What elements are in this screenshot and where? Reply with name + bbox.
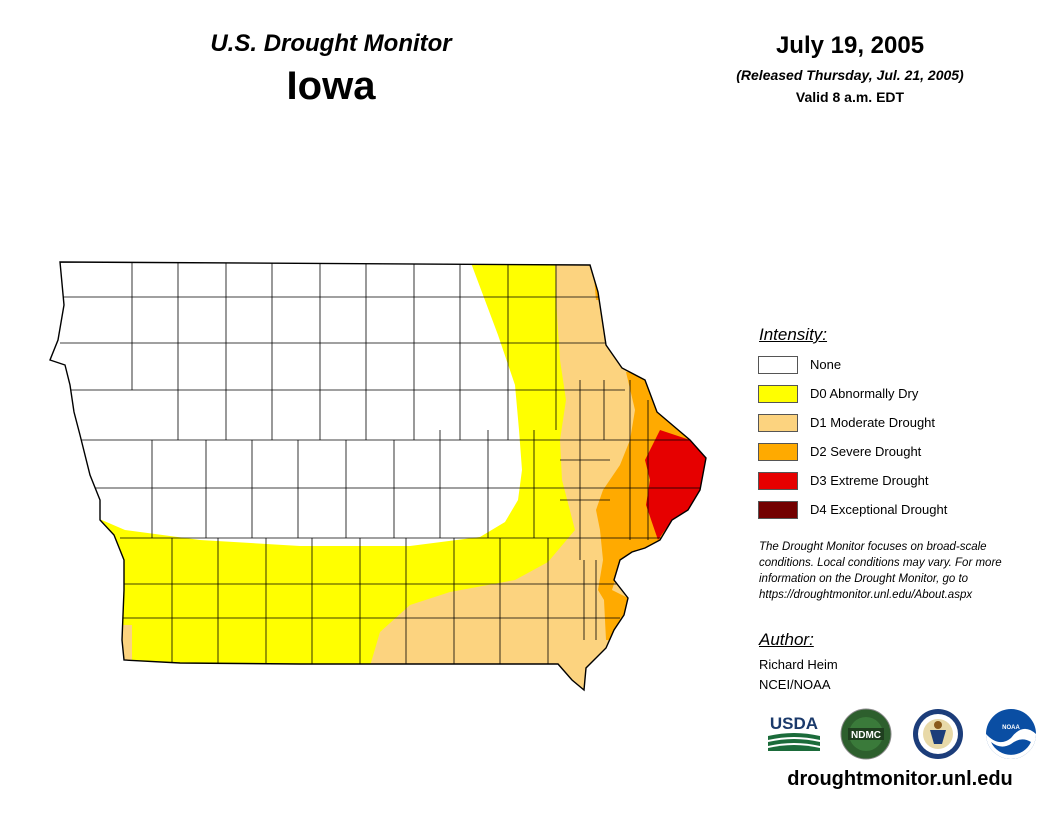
legend-swatch [758,501,798,519]
ndmc-logo: NDMC [840,708,892,760]
noaa-logo: NOAA [986,709,1036,759]
author-name: Richard Heim [759,657,838,672]
county-boundaries [60,262,700,664]
legend-label: None [810,357,842,372]
usda-logo: USDA [768,714,820,751]
legend-label: D3 Extreme Drought [810,473,929,488]
valid-time: Valid 8 a.m. EDT [795,89,905,105]
legend-swatch [758,443,798,461]
author-org: NCEI/NOAA [759,677,831,692]
iowa-drought-map [49,261,707,692]
legend-swatch [758,472,798,490]
legend-label: D0 Abnormally Dry [810,386,919,401]
legend-swatch [758,385,798,403]
d3-area [645,430,706,540]
release-date: (Released Thursday, Jul. 21, 2005) [736,67,964,83]
iowa-state-outline [49,261,707,692]
website-url[interactable]: droughtmonitor.unl.edu [787,768,1013,790]
legend-label: D1 Moderate Drought [810,415,936,430]
disclaimer-note: The Drought Monitor focuses on broad-sca… [759,541,1002,601]
commerce-logo [913,709,963,759]
state-title: Iowa [286,64,376,108]
monitor-title: U.S. Drought Monitor [210,30,452,57]
author-title: Author: [759,630,814,649]
legend-title: Intensity: [759,325,828,344]
d1-southwest-sliver [110,625,132,660]
legend-swatch [758,414,798,432]
noaa-logo-text: NOAA [1002,725,1020,731]
usda-logo-text: USDA [770,714,818,733]
ndmc-logo-text: NDMC [851,730,881,741]
map-date: July 19, 2005 [775,32,925,59]
legend-swatch [758,356,798,374]
legend-label: D2 Severe Drought [810,444,922,459]
legend-label: D4 Exceptional Drought [810,502,948,517]
